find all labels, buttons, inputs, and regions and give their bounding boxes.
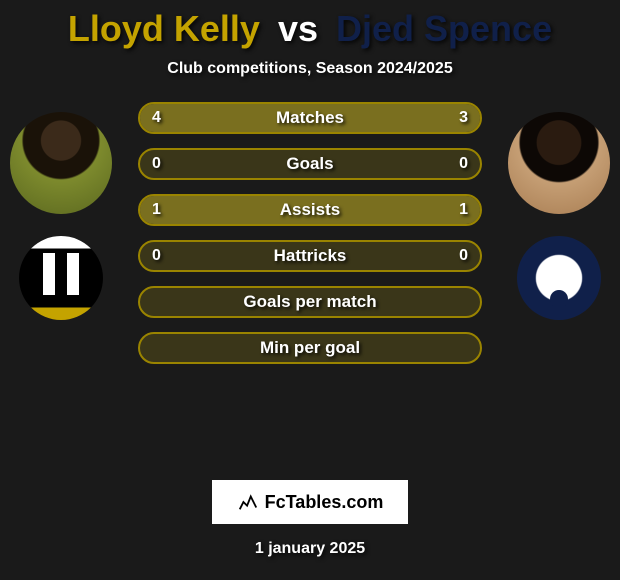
stat-value-left: 0 [152, 247, 161, 265]
stat-value-left: 1 [152, 201, 161, 219]
branding-text: FcTables.com [265, 492, 384, 513]
stat-value-right: 0 [459, 155, 468, 173]
page-title: Lloyd Kelly vs Djed Spence [0, 8, 620, 50]
stat-bar: 0 Goals 0 [138, 148, 482, 180]
stat-label: Goals [286, 154, 333, 174]
stat-bars: 4 Matches 3 0 Goals 0 1 Assists 1 0 Hattricks 0 Goal… [138, 102, 482, 364]
subtitle: Club competitions, Season 2024/2025 [0, 60, 620, 78]
stat-bar: 0 Hattricks 0 [138, 240, 482, 272]
player-1-avatar [10, 112, 112, 214]
stat-label: Assists [280, 200, 340, 220]
date-text: 1 january 2025 [0, 540, 620, 558]
stat-value-right: 1 [459, 201, 468, 219]
stat-label: Goals per match [243, 292, 376, 312]
stat-label: Matches [276, 108, 344, 128]
title-vs: vs [278, 8, 318, 49]
title-player-2: Djed Spence [336, 8, 552, 49]
title-player-1: Lloyd Kelly [68, 8, 260, 49]
left-column [6, 102, 116, 320]
stat-value-left: 4 [152, 109, 161, 127]
stat-bar: Goals per match [138, 286, 482, 318]
stat-fill-right [334, 104, 480, 132]
right-column [504, 102, 614, 320]
stat-bar: Min per goal [138, 332, 482, 364]
stats-layout: 4 Matches 3 0 Goals 0 1 Assists 1 0 Hattricks 0 Goal… [0, 102, 620, 462]
stat-value-left: 0 [152, 155, 161, 173]
stat-value-right: 0 [459, 247, 468, 265]
stat-label: Hattricks [274, 246, 347, 266]
stat-value-right: 3 [459, 109, 468, 127]
stat-label: Min per goal [260, 338, 360, 358]
branding-badge: FcTables.com [212, 480, 408, 524]
player-2-avatar [508, 112, 610, 214]
club-1-crest [19, 236, 103, 320]
club-2-crest [517, 236, 601, 320]
stat-bar: 4 Matches 3 [138, 102, 482, 134]
fctables-logo-icon [237, 491, 259, 513]
comparison-card: Lloyd Kelly vs Djed Spence Club competit… [0, 0, 620, 558]
stat-bar: 1 Assists 1 [138, 194, 482, 226]
